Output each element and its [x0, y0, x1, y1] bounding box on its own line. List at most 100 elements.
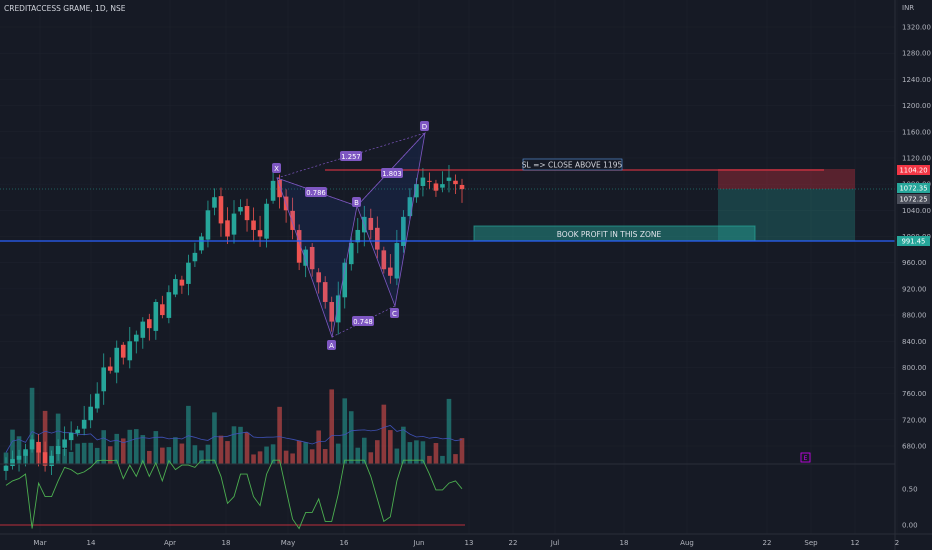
time-tick-label: Aug [680, 539, 694, 547]
candle-body [290, 210, 295, 230]
time-tick-label: 16 [340, 539, 349, 547]
candle-body [173, 279, 178, 295]
price-tick-label: 920.00 [902, 285, 927, 293]
ratio-label-0748: 0.748 [352, 316, 374, 326]
svg-text:991.45: 991.45 [902, 238, 926, 246]
candle-body [433, 183, 439, 191]
candle-body [322, 282, 328, 302]
candle-body [303, 249, 308, 266]
svg-text:0.786: 0.786 [306, 189, 325, 197]
volume-bar [296, 440, 302, 464]
candle-body [381, 250, 387, 270]
volume-bar [277, 406, 282, 464]
candle-body [244, 206, 250, 221]
volume-bar [440, 455, 445, 464]
volume-bar [342, 398, 348, 464]
volume-bar [270, 444, 276, 464]
volume-bar [218, 435, 224, 464]
price-candles [3, 164, 465, 481]
candle-body [401, 216, 406, 246]
svg-text:D: D [422, 123, 427, 131]
candle-body [3, 465, 9, 471]
volume-bar [414, 440, 419, 464]
candle-body [75, 429, 80, 434]
candle-body [257, 230, 263, 237]
volume-bar [29, 387, 35, 464]
price-tick-label: 1120.00 [902, 154, 931, 162]
candle-body [342, 262, 348, 298]
candle-body [23, 449, 28, 456]
volume-bar [446, 398, 452, 464]
time-tick-label: Mar [33, 539, 46, 547]
volume-bar [153, 431, 159, 464]
volume-bar [62, 448, 67, 464]
volume-bar [290, 453, 295, 464]
position-risk-area [718, 169, 855, 189]
price-tick-label: 1240.00 [902, 76, 931, 84]
ratio-label-1803: 1.803 [381, 168, 403, 178]
price-tick-label: 1200.00 [902, 102, 931, 110]
candle-body [231, 213, 237, 235]
candle-body [81, 419, 87, 429]
candle-body [192, 252, 198, 262]
volume-bar [94, 447, 100, 464]
svg-text:C: C [392, 310, 397, 318]
volume-bar [257, 451, 263, 464]
candle-body [427, 180, 432, 182]
volume-bar [453, 454, 458, 464]
rsi-tick-label: 0.00 [902, 522, 918, 530]
volume-bar [283, 450, 289, 464]
svg-text:1104.20: 1104.20 [899, 167, 927, 175]
candle-body [127, 341, 133, 361]
candle-body [42, 452, 48, 466]
volume-bar [10, 429, 15, 464]
event-marker[interactable] [800, 452, 811, 463]
volume-bar [375, 440, 380, 464]
svg-text:1.257: 1.257 [341, 153, 360, 161]
volume-bar [68, 451, 74, 464]
volume-bar [335, 443, 341, 464]
volume-bar [316, 430, 321, 464]
candle-body [68, 432, 74, 441]
volume-bar [114, 433, 120, 464]
candle-body [251, 220, 256, 230]
currency-label: INR [902, 4, 914, 12]
candle-body [414, 184, 419, 198]
pattern-point-c: C [390, 308, 399, 318]
chart-title: CREDITACCESS GRAME, 1D, NSE [4, 4, 126, 13]
candle-body [277, 179, 282, 198]
candle-body [420, 177, 426, 186]
candle-body [107, 366, 113, 371]
price-tick-label: 1160.00 [902, 128, 931, 136]
volume-bar [348, 411, 354, 464]
volume-bar [179, 443, 185, 464]
candle-body [453, 180, 458, 185]
pattern-point-d: D [420, 121, 429, 131]
volume-bar [394, 448, 400, 464]
time-tick-label: 12 [851, 539, 860, 547]
time-tick-label: Sep [804, 539, 818, 547]
time-tick-label: Jun [413, 539, 425, 547]
time-tick-label: Apr [164, 539, 176, 547]
volume-bar [420, 441, 426, 464]
candle-body [355, 229, 361, 243]
ratio-label-1257: 1.257 [340, 151, 362, 161]
volume-bar [368, 452, 374, 464]
volume-bar [407, 442, 413, 464]
candle-body [153, 301, 159, 331]
price-tick-label: 1280.00 [902, 50, 931, 58]
sl-label-box [522, 158, 623, 171]
volume-bar [231, 426, 237, 464]
candle-body [329, 302, 335, 322]
volume-bar [433, 443, 439, 464]
time-tick-label: 22 [509, 539, 518, 547]
time-tick-label: May [281, 539, 295, 547]
volume-bar [264, 446, 269, 464]
candle-body [225, 220, 230, 237]
candle-body [16, 455, 22, 460]
pattern-point-a: A [327, 340, 336, 350]
candle-body [55, 446, 61, 455]
price-tick-label: 880.00 [902, 312, 927, 320]
candle-body [394, 243, 400, 279]
